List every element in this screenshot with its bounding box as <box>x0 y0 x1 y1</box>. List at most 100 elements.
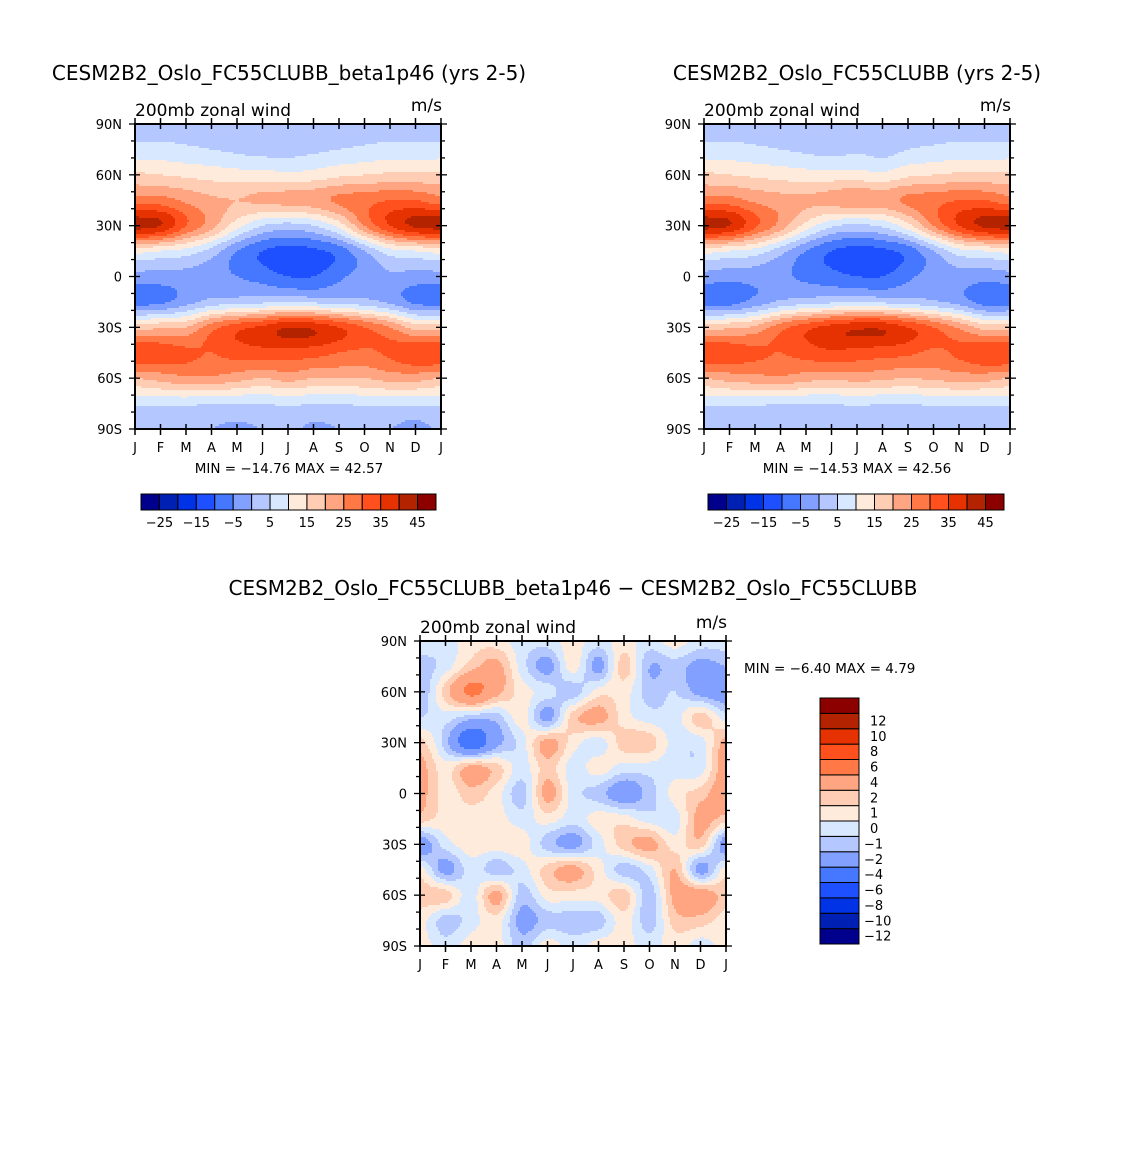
contour-cell <box>532 789 537 792</box>
contour-cell <box>528 835 545 838</box>
contour-cell <box>534 719 543 722</box>
contour-cell <box>516 925 535 928</box>
contour-cell <box>377 260 442 263</box>
contour-cell <box>560 669 569 672</box>
contour-cell <box>337 232 348 235</box>
contour-cell <box>450 695 471 698</box>
contour-cell <box>488 895 503 898</box>
contour-cell <box>664 931 677 934</box>
contour-cell <box>642 789 657 792</box>
contour-cell <box>752 306 779 309</box>
x-tick-label: S <box>620 958 628 973</box>
contour-cell <box>910 314 941 317</box>
contour-cell <box>492 749 515 752</box>
contour-cell <box>576 889 613 892</box>
contour-cell <box>968 306 1011 309</box>
contour-cell <box>407 218 442 221</box>
contour-cell <box>420 655 429 658</box>
contour-cell <box>602 659 609 662</box>
y-tick-label: 60S <box>666 372 691 387</box>
contour-cell <box>351 228 360 231</box>
contour-cell <box>704 925 727 928</box>
contour-cell <box>580 835 591 838</box>
contour-cell <box>420 687 431 690</box>
contour-cell <box>554 715 561 718</box>
contour-fill <box>704 124 1011 430</box>
contour-cell <box>434 835 447 838</box>
contour-cell <box>279 318 314 321</box>
contour-cell <box>231 222 250 225</box>
contour-cell <box>706 781 715 784</box>
contour-cell <box>560 801 569 804</box>
contour-cell <box>688 665 725 668</box>
contour-cell <box>351 272 442 275</box>
contour-cell <box>582 687 599 690</box>
contour-cell <box>712 921 727 924</box>
contour-cell <box>420 937 429 940</box>
contour-cell <box>644 871 657 874</box>
contour-cell <box>432 869 439 872</box>
min-max-label: MIN = −14.76 MAX = 42.57 <box>195 461 384 477</box>
contour-cell <box>944 332 971 335</box>
contour-cell <box>375 258 424 261</box>
contour-cell <box>458 789 491 792</box>
contour-cell <box>179 230 194 233</box>
contour-cell <box>580 661 587 664</box>
contour-cell <box>532 799 539 802</box>
contour-cell <box>584 873 595 876</box>
contour-cell <box>612 931 633 934</box>
contour-cell <box>556 695 579 698</box>
contour-cell <box>436 701 447 704</box>
contour-cell <box>952 338 1011 341</box>
contour-cell <box>560 713 565 716</box>
contour-cell <box>201 316 222 319</box>
contour-cell <box>744 232 759 235</box>
contour-cell <box>616 737 657 740</box>
contour-cell <box>277 322 316 325</box>
x-tick-label: M <box>516 958 527 973</box>
contour-cell <box>878 232 903 235</box>
contour-cell <box>898 224 913 227</box>
contour-cell <box>536 721 557 724</box>
contour-cell <box>560 643 585 646</box>
contour-cell <box>708 228 741 231</box>
contour-cell <box>536 883 545 886</box>
contour-cell <box>656 905 663 908</box>
contour-cell <box>504 667 511 670</box>
contour-cell <box>135 302 166 305</box>
contour-cell <box>676 807 687 810</box>
contour-cell <box>966 296 1011 299</box>
contour-cell <box>712 841 717 844</box>
contour-cell <box>664 731 691 734</box>
contour-cell <box>273 394 306 397</box>
contour-cell <box>614 657 621 660</box>
contour-cell <box>512 795 527 798</box>
contour-cell <box>135 236 150 239</box>
contour-cell <box>764 358 801 361</box>
contour-cell <box>516 741 527 744</box>
contour-cell <box>564 713 571 716</box>
contour-cell <box>183 162 358 165</box>
contour-cell <box>175 236 192 239</box>
contour-cell <box>430 679 441 682</box>
contour-cell <box>568 725 621 728</box>
contour-cell <box>774 338 807 341</box>
contour-cell <box>710 659 727 662</box>
contour-cell <box>704 316 749 319</box>
contour-cell <box>540 747 559 750</box>
contour-cell <box>257 234 324 237</box>
colorbar-label: −15 <box>183 516 210 531</box>
contour-cell <box>714 905 727 908</box>
contour-cell <box>632 887 641 890</box>
contour-cell <box>175 198 230 201</box>
contour-cell <box>712 839 717 842</box>
contour-cell <box>482 709 507 712</box>
contour-cell <box>502 939 513 942</box>
contour-cell <box>389 212 442 215</box>
contour-cell <box>756 214 779 217</box>
contour-cell <box>373 238 386 241</box>
contour-cell <box>720 823 727 826</box>
contour-cell <box>267 248 318 251</box>
contour-cell <box>444 699 455 702</box>
contour-cell <box>482 683 507 686</box>
